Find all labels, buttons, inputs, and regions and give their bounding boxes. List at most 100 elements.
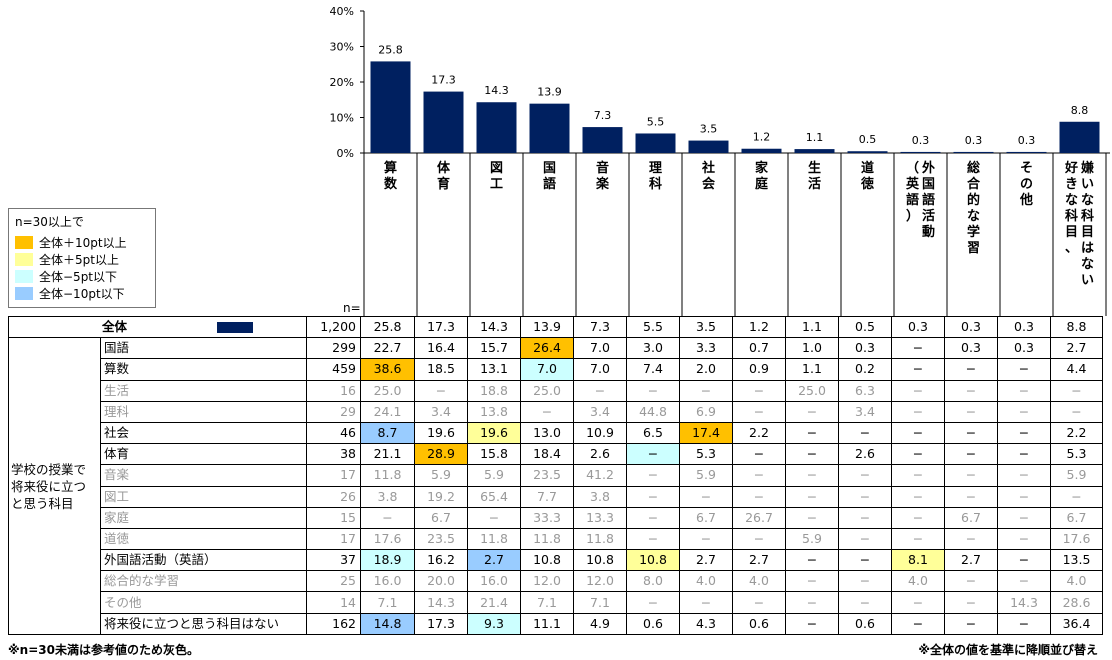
table-cell: 3.4 [573, 400, 627, 423]
table-cell: 10.8 [626, 549, 680, 572]
table-cell: 5.9 [467, 464, 521, 487]
row-n: 37 [306, 549, 361, 572]
table-cell: 15.8 [467, 443, 521, 466]
category-label-char: 育 [437, 176, 450, 192]
table-cell: − [360, 506, 415, 529]
table-cell: 3.4 [414, 400, 468, 423]
category-label-char: な [967, 209, 980, 224]
table-cell: 25.0 [785, 379, 839, 402]
table-cell: 5.9 [785, 527, 839, 551]
table-cell: 5.9 [1050, 464, 1103, 487]
table-cell: − [785, 400, 839, 423]
table-cell: 13.9 [520, 315, 574, 339]
bar [741, 148, 782, 153]
table-cell: 0.6 [838, 612, 892, 635]
legend-item: 全体−5pt以下 [15, 268, 149, 285]
table-cell: − [891, 464, 945, 487]
category-label-char: 好 [1064, 160, 1078, 176]
table-cell: − [997, 612, 1051, 635]
table-cell: − [732, 591, 786, 614]
table-cell: 22.7 [360, 337, 415, 360]
table-cell: − [944, 527, 998, 551]
bar [1006, 151, 1047, 153]
table-cell: 13.8 [467, 400, 521, 423]
table-cell: 8.0 [626, 570, 680, 593]
table-cell: − [838, 485, 892, 508]
row-label: 将来役に立つと思う科目はない [100, 612, 307, 635]
table-cell: − [838, 464, 892, 487]
bar [1059, 121, 1100, 153]
row-n: 16 [306, 379, 361, 402]
table-cell: 14.3 [467, 315, 521, 339]
table-cell: 5.9 [414, 464, 468, 487]
row-n: 17 [306, 527, 361, 551]
table-cell: − [944, 421, 998, 445]
category-label-char: 学 [967, 224, 980, 240]
row-label: 社会 [100, 421, 307, 445]
table-cell: − [997, 400, 1051, 423]
y-tick-label: 0% [337, 147, 354, 160]
table-cell: − [838, 421, 892, 445]
table-cell: − [732, 485, 786, 508]
category-label-char: 理 [649, 161, 662, 176]
table-cell: − [520, 400, 574, 423]
table-cell: − [626, 527, 680, 551]
category-label-char: い [1081, 177, 1094, 192]
table-cell: 10.9 [573, 421, 627, 445]
table-cell: − [1050, 485, 1103, 508]
table-cell: − [785, 549, 839, 572]
footnote-sort: ※全体の値を基準に降順並び替え [918, 643, 1098, 657]
table-cell: − [891, 337, 945, 360]
table-cell: 16.4 [414, 337, 468, 360]
table-cell: − [891, 358, 945, 381]
table-cell: 0.3 [944, 337, 998, 360]
table-cell: 24.1 [360, 400, 415, 423]
table-cell: 13.3 [573, 506, 627, 529]
table-cell: 4.9 [573, 612, 627, 635]
legend-label: 全体−10pt以下 [39, 287, 125, 301]
y-tick-label: 40% [330, 5, 354, 18]
table-cell: 13.1 [467, 358, 521, 381]
row-label: 国語 [100, 337, 307, 360]
table-cell: − [891, 443, 945, 466]
table-cell: − [944, 464, 998, 487]
category-label-char: 生 [808, 160, 821, 176]
table-cell: − [997, 464, 1051, 487]
table-cell: − [838, 527, 892, 551]
table-cell: − [891, 379, 945, 402]
table-cell: 0.6 [626, 612, 680, 635]
table-cell: 5.3 [679, 443, 733, 466]
category-label-char: 国 [543, 161, 556, 176]
row-n: 15 [306, 506, 361, 529]
data-label: 0.3 [912, 134, 930, 147]
table-cell: − [732, 443, 786, 466]
row-n: 14 [306, 591, 361, 614]
data-table: 全体 1,200 25.8 17.3 14.3 13.9 7.3 5.5 3.5 1.2 1.1 0.… [8, 315, 1103, 635]
table-cell: − [732, 400, 786, 423]
table-cell: 20.0 [414, 570, 468, 593]
table-cell: 17.6 [1050, 527, 1103, 551]
table-cell: 3.3 [679, 337, 733, 360]
bar [635, 133, 676, 153]
table-row: 図工 26 3.8 19.2 65.4 7.7 3.8− − − − − − − − − [9, 485, 1103, 508]
table-cell: 2.7 [679, 549, 733, 572]
category-label-char: 科 [649, 176, 662, 192]
row-label: 図工 [100, 485, 307, 508]
bars: 25.8 17.3 14.3 13.9 7.3 5.5 3.5 1.2 1.1 0.5 0.3 0.3… [370, 43, 1100, 153]
table-row: 道徳 17 17.6 23.5 11.8 11.8 11.8− − −5.9− − − −17.6 [9, 527, 1103, 551]
table-cell: − [1050, 400, 1103, 423]
legend-label: 全体＋5pt以上 [39, 253, 119, 267]
category-label-char: 体 [437, 160, 451, 176]
table-cell: − [891, 591, 945, 614]
table-cell: 28.9 [414, 443, 468, 466]
table-cell: 0.2 [838, 358, 892, 381]
category-label-char: 、 [1065, 241, 1078, 256]
bar [582, 127, 623, 153]
y-tick-label: 20% [330, 76, 354, 89]
row-label: 総合的な学習 [100, 570, 307, 593]
category-label-char: 家 [755, 160, 769, 176]
table-cell: 14.8 [360, 612, 415, 635]
row-label: 道徳 [100, 527, 307, 551]
table-cell: − [944, 379, 998, 402]
data-label: 0.3 [1018, 134, 1036, 147]
